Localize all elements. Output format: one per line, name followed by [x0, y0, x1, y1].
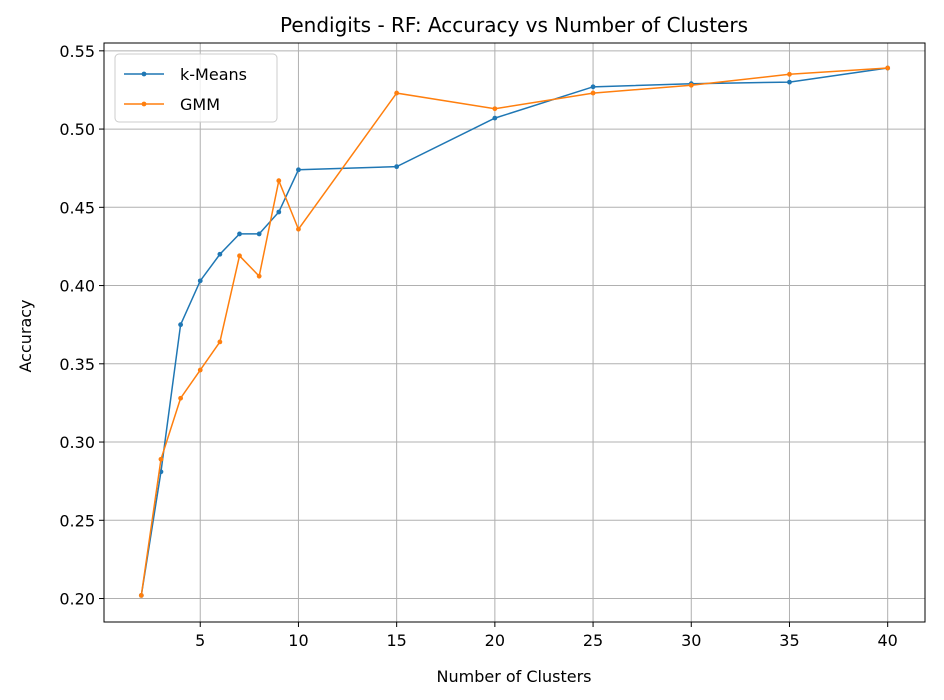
x-tick-label: 10 — [288, 631, 308, 650]
grid — [104, 43, 925, 622]
data-point — [276, 178, 282, 184]
y-tick-label: 0.25 — [59, 511, 95, 530]
data-point — [688, 82, 694, 88]
legend-entry: GMM — [124, 95, 220, 114]
data-point — [178, 395, 184, 401]
plot-frame — [103, 42, 926, 623]
legend-box — [114, 53, 278, 123]
ticks: 5 10 15 20 25 30 35 40 0.20 0.25 0.30 0.35 0.40 0.45 0… — [59, 42, 897, 650]
y-tick-label: 0.50 — [59, 120, 95, 139]
data-point — [197, 278, 203, 284]
data-point — [492, 106, 498, 112]
series-1 — [138, 65, 891, 598]
legend-marker — [141, 101, 147, 107]
data-point — [178, 322, 184, 328]
x-tick-label: 30 — [681, 631, 701, 650]
data-point — [394, 164, 400, 170]
data-point — [296, 167, 301, 173]
data-point — [217, 339, 223, 345]
chart-title: Pendigits - RF: Accuracy vs Number of Cl… — [280, 13, 748, 37]
series-layer — [138, 65, 891, 598]
x-tick-label: 20 — [485, 631, 505, 650]
data-point — [492, 115, 498, 121]
data-point — [885, 65, 891, 71]
data-point — [237, 231, 242, 237]
data-point — [158, 456, 164, 462]
x-tick-label: 5 — [195, 631, 205, 650]
data-point — [276, 209, 282, 215]
x-tick-label: 40 — [878, 631, 898, 650]
y-tick-label: 0.35 — [59, 355, 95, 374]
data-point — [256, 273, 262, 279]
y-axis-label: Accuracy — [16, 299, 35, 372]
data-point — [590, 90, 596, 96]
data-point — [590, 84, 596, 90]
data-point — [296, 226, 301, 232]
legend: k-Means GMM — [114, 53, 278, 123]
x-axis-label: Number of Clusters — [437, 667, 592, 686]
x-tick-label: 35 — [779, 631, 799, 650]
data-point — [197, 367, 203, 373]
data-point — [787, 79, 792, 85]
y-tick-label: 0.20 — [59, 590, 95, 609]
legend-label: GMM — [180, 95, 220, 114]
y-tick-label: 0.40 — [59, 277, 95, 296]
y-tick-label: 0.30 — [59, 433, 95, 452]
data-point — [787, 71, 792, 77]
y-tick-label: 0.45 — [59, 198, 95, 217]
data-point — [394, 90, 400, 96]
y-tick-label: 0.55 — [59, 42, 95, 61]
x-tick-label: 15 — [386, 631, 406, 650]
data-point — [138, 592, 144, 598]
legend-label: k-Means — [180, 65, 247, 84]
data-point — [217, 251, 223, 257]
data-point — [237, 253, 242, 259]
legend-entry: k-Means — [124, 65, 247, 84]
data-point — [256, 231, 262, 237]
x-tick-label: 25 — [583, 631, 603, 650]
legend-marker — [141, 71, 147, 77]
